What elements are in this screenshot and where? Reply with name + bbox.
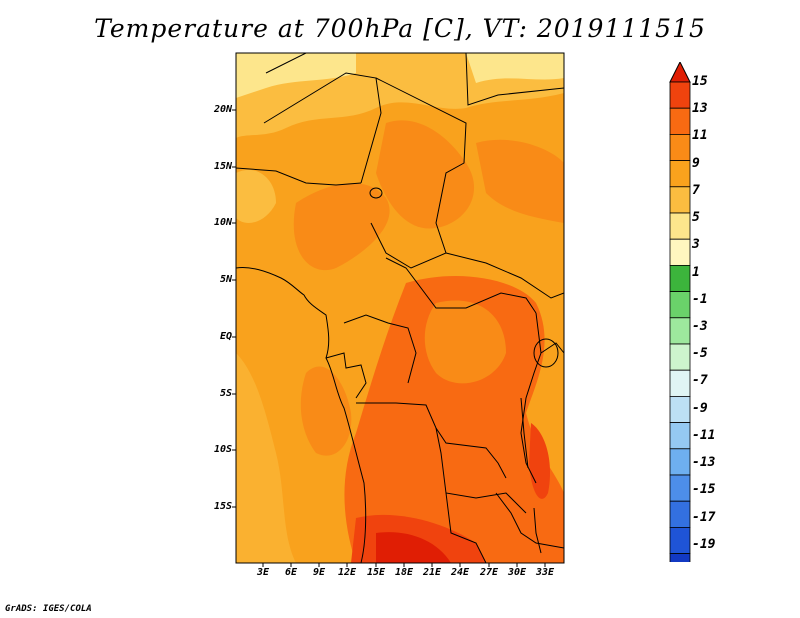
colorbar-label: -5 [692, 346, 708, 362]
colorbar-swatch [669, 134, 691, 162]
colorbar-label: 3 [692, 237, 700, 253]
lon-label: 18E [394, 567, 414, 578]
colorbar-swatch [669, 81, 691, 109]
colorbar-swatch [669, 291, 691, 319]
lat-label: 15N [213, 161, 232, 172]
colorbar-swatch [669, 160, 691, 188]
colorbar-label: -17 [692, 509, 716, 525]
colorbar-swatch [669, 500, 691, 528]
colorbar-swatch [669, 474, 691, 502]
lon-label: 27E [479, 567, 499, 578]
colorbar-label: 15 [692, 74, 708, 89]
lon-label: 21E [422, 567, 442, 578]
colorbar [669, 62, 691, 562]
colorbar-label: 13 [692, 101, 708, 117]
colorbar-swatch [669, 422, 691, 450]
lon-label: 33E [535, 567, 555, 578]
colorbar-label: -11 [692, 427, 716, 443]
temperature-map [236, 53, 564, 563]
lat-label: 5S [219, 388, 232, 399]
colorbar-swatch [669, 186, 691, 214]
colorbar-max-triangle [669, 62, 691, 83]
lat-label: EQ [219, 331, 232, 342]
lat-label: 15S [213, 501, 232, 512]
lat-label: 10N [213, 217, 232, 228]
colorbar-swatch [669, 526, 691, 554]
lat-label: 20N [213, 104, 232, 115]
colorbar-label: 7 [692, 182, 700, 198]
colorbar-label: 1 [692, 264, 700, 280]
colorbar-label: -13 [692, 455, 716, 471]
lat-label: 5N [219, 274, 232, 285]
colorbar-swatch [669, 212, 691, 240]
lon-label: 24E [450, 567, 470, 578]
colorbar-label: 5 [692, 210, 700, 226]
footer-credit: GrADS: IGES/COLA [5, 604, 92, 614]
lat-label: 10S [213, 444, 232, 455]
lon-label: 3E [256, 567, 270, 578]
colorbar-swatch [669, 395, 691, 423]
lon-label: 9E [312, 567, 326, 578]
colorbar-swatch [669, 238, 691, 266]
colorbar-label: -9 [692, 400, 708, 416]
lon-label: 12E [337, 567, 357, 578]
colorbar-swatch [669, 317, 691, 345]
colorbar-label: -3 [692, 318, 708, 334]
colorbar-label: 11 [692, 128, 708, 144]
lon-label: 6E [284, 567, 298, 578]
lon-label: 15E [366, 567, 386, 578]
colorbar-swatch [669, 369, 691, 397]
colorbar-label: -15 [692, 482, 716, 498]
colorbar-swatch [669, 553, 691, 562]
colorbar-swatch [669, 343, 691, 371]
colorbar-swatch [669, 107, 691, 135]
map-title: Temperature at 700hPa [C], VT: 201911151… [94, 14, 706, 43]
lon-label: 30E [507, 567, 527, 578]
colorbar-swatch [669, 264, 691, 292]
colorbar-label: 9 [692, 155, 700, 171]
colorbar-swatch [669, 448, 691, 476]
colorbar-label: -19 [692, 536, 716, 552]
colorbar-label: -7 [692, 373, 708, 389]
colorbar-label: -1 [692, 291, 708, 307]
